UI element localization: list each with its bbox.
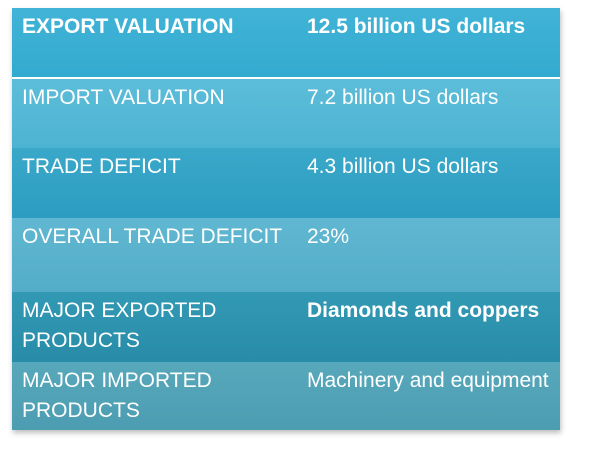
table-row-trade-deficit: TRADE DEFICIT 4.3 billion US dollars (12, 148, 560, 218)
row-label: OVERALL TRADE DEFICIT (22, 225, 283, 248)
row-label: TRADE DEFICIT (22, 155, 181, 178)
row-value: Machinery and equipment (307, 369, 549, 392)
row-label: EXPORT VALUATION (22, 15, 234, 38)
table-row-major-exported-products: MAJOR EXPORTED PRODUCTS Diamonds and cop… (12, 292, 560, 362)
table-row-overall-trade-deficit: OVERALL TRADE DEFICIT 23% (12, 218, 560, 292)
row-label: MAJOR EXPORTED PRODUCTS (22, 299, 217, 352)
row-value: 7.2 billion US dollars (307, 86, 499, 109)
row-value: 4.3 billion US dollars (307, 155, 499, 178)
row-value: 12.5 billion US dollars (307, 15, 526, 38)
table-row-major-imported-products: MAJOR IMPORTED PRODUCTS Machinery and eq… (12, 362, 560, 430)
row-value: Diamonds and coppers (307, 299, 540, 322)
table-row-import-valuation: IMPORT VALUATION 7.2 billion US dollars (12, 79, 560, 148)
header-separator (12, 77, 560, 79)
trade-statistics-table: EXPORT VALUATION 12.5 billion US dollars… (12, 8, 560, 430)
row-label: IMPORT VALUATION (22, 86, 225, 109)
row-label: MAJOR IMPORTED PRODUCTS (22, 369, 212, 422)
table-row-export-valuation: EXPORT VALUATION 12.5 billion US dollars (12, 8, 560, 77)
row-value: 23% (307, 225, 350, 248)
